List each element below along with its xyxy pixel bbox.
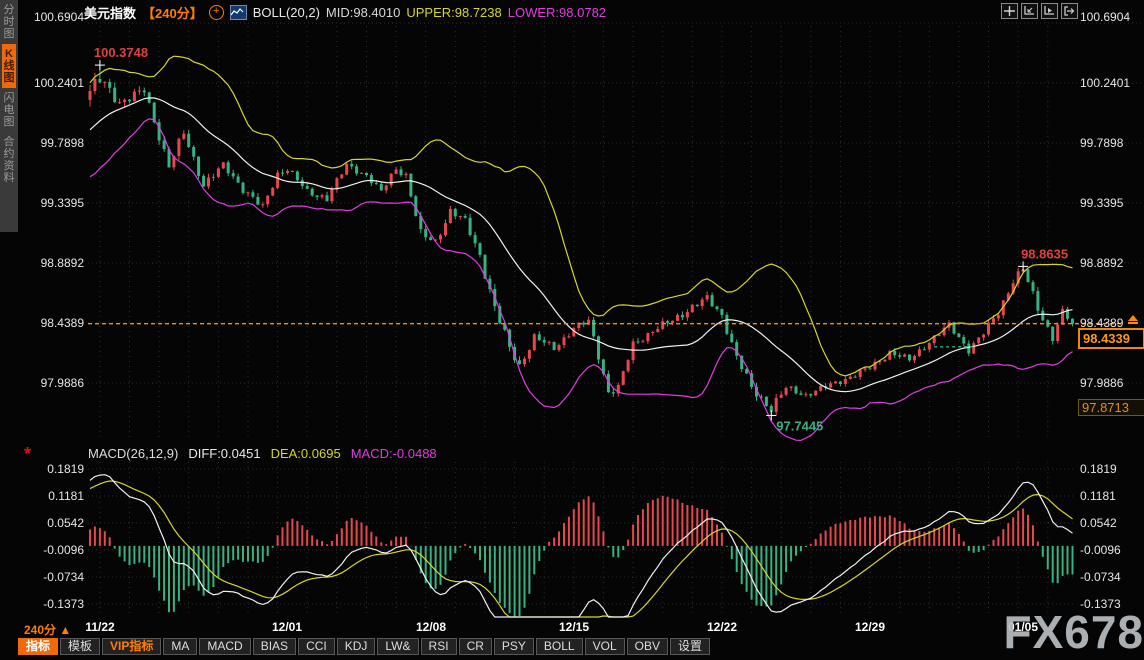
toolbar-button-psy[interactable]: PSY: [493, 638, 534, 655]
price-axis-label: 100.6904: [33, 10, 84, 24]
price-alert-icon[interactable]: [1127, 315, 1139, 327]
toolbar-button-indicators[interactable]: 指标: [18, 638, 59, 655]
price-axis-label: 97.9886: [40, 376, 84, 390]
alert-icon[interactable]: *: [24, 444, 32, 464]
toolbar-button-vol[interactable]: VOL: [584, 638, 625, 655]
toolbar-button-boll[interactable]: BOLL: [535, 638, 583, 655]
macd-axis-label: 0.0542: [47, 516, 84, 530]
toolbar-button-lwr[interactable]: LW&: [377, 638, 419, 655]
date-label: 12/29: [854, 620, 886, 634]
sidebar-item-tab-contract-info[interactable]: 合约资料: [3, 136, 15, 184]
indicator-toolbar: 指标 模板 VIP指标 MA MACD BIAS CCI KDJ LW& RSI CR PSY BOLL…: [18, 638, 710, 655]
date-label: 11/22: [85, 620, 115, 634]
price-axis-label: 100.6904: [1080, 10, 1131, 24]
macd-axis-label: -0.0734: [43, 570, 84, 584]
toolbar-button-settings[interactable]: 设置: [669, 638, 710, 655]
svg-text:100.3748: 100.3748: [94, 45, 148, 60]
chart-thumbnail-icon[interactable]: [229, 4, 247, 20]
macd-axis-label: 0.1819: [47, 462, 84, 476]
symbol-title: 美元指数: [84, 5, 137, 21]
indicator-header: 美元指数 【240分】 + BOLL(20,2) MID:98.4010 UPP…: [84, 2, 606, 22]
macd-diff-value: DIFF:0.0451: [188, 446, 261, 461]
price-axis-label: 99.3395: [40, 196, 84, 210]
macd-header: MACD(26,12,9) DIFF:0.0451 DEA:0.0695 MAC…: [88, 446, 437, 461]
toolbar-button-kdj[interactable]: KDJ: [336, 638, 376, 655]
period-badge[interactable]: 【240分】: [142, 5, 203, 21]
macd-axis-label: -0.1373: [43, 597, 84, 611]
toolbar-button-bias[interactable]: BIAS: [252, 638, 297, 655]
toolbar-button-cr[interactable]: CR: [458, 638, 492, 655]
toolbar-button-cci[interactable]: CCI: [298, 638, 335, 655]
settle-price-box: 97.8713: [1078, 399, 1144, 416]
chart-type-sidebar: 分时图 K线图闪电图合约资料: [0, 0, 18, 232]
date-label: 12/15: [558, 620, 590, 634]
date-axis: 11/22 12/01 12/08 12/15 12/22 12/29 01/05: [0, 619, 1144, 637]
toolbar-button-rsi[interactable]: RSI: [420, 638, 457, 655]
boll-lower-value: LOWER:98.0782: [507, 4, 607, 20]
price-axis-label: 98.4389: [40, 316, 84, 330]
macd-axis-label: -0.1373: [1080, 597, 1121, 611]
sidebar-item-tab-time-chart[interactable]: 分时图: [3, 4, 15, 40]
boll-mid-value: MID:98.4010: [325, 4, 401, 20]
sidebar-item-tab-candle-chart[interactable]: K线图: [2, 44, 16, 88]
date-label: 12/22: [706, 620, 738, 634]
boll-upper-value: UPPER:98.7238: [406, 4, 502, 20]
svg-text:98.8635: 98.8635: [1021, 246, 1068, 261]
price-axis-label: 99.7898: [1080, 136, 1124, 150]
boll-label: BOLL(20,2): [252, 4, 320, 20]
price-axis-label: 98.8892: [1080, 256, 1124, 270]
price-axis-label: 100.2401: [33, 76, 84, 90]
macd-axis-label: 0.1181: [1080, 489, 1116, 503]
macd-axis-label: 0.1181: [48, 489, 84, 503]
toolbar-button-ma[interactable]: MA: [163, 638, 198, 655]
add-indicator-icon[interactable]: +: [208, 4, 224, 20]
next-page-icon[interactable]: [1061, 3, 1078, 19]
date-label: 12/01: [271, 620, 303, 634]
scroll-right-icon[interactable]: [1041, 3, 1058, 19]
window-tools: [1001, 3, 1078, 19]
price-axis-label: 98.8892: [40, 256, 84, 270]
last-price-box: 98.4339: [1078, 328, 1144, 349]
macd-label: MACD(26,12,9): [88, 446, 179, 461]
macd-dea-value: DEA:0.0695: [270, 446, 341, 461]
price-axis-label: 97.9886: [1080, 376, 1124, 390]
crosshair-tool-icon[interactable]: [1001, 3, 1018, 19]
price-axis-label: 99.3395: [1080, 196, 1124, 210]
toolbar-button-vip-indicators[interactable]: VIP指标: [102, 638, 162, 655]
toolbar-button-obv[interactable]: OBV: [626, 638, 668, 655]
date-label: 12/08: [415, 620, 447, 634]
compress-chart-icon[interactable]: [1021, 3, 1038, 19]
price-axis-label: 98.4389: [1080, 316, 1124, 330]
toolbar-button-templates[interactable]: 模板: [60, 638, 101, 655]
macd-axis-label: 0.1819: [1080, 462, 1117, 476]
period-selector[interactable]: 240分 ▲: [24, 623, 72, 637]
sidebar-item-tab-lightning-chart[interactable]: 闪电图: [3, 92, 15, 128]
macd-axis-label: -0.0734: [1080, 570, 1121, 584]
price-axis-label: 100.2401: [1080, 76, 1131, 90]
svg-text:97.7445: 97.7445: [776, 419, 823, 434]
macd-axis-label: 0.0542: [1080, 516, 1117, 530]
macd-axis-label: -0.0096: [43, 543, 84, 557]
date-label: 01/05: [1007, 620, 1039, 634]
macd-axis-label: -0.0096: [1080, 543, 1121, 557]
toolbar-button-macd[interactable]: MACD: [199, 638, 251, 655]
macd-macd-value: MACD:-0.0488: [350, 446, 437, 461]
price-axis-label: 99.7898: [40, 136, 84, 150]
